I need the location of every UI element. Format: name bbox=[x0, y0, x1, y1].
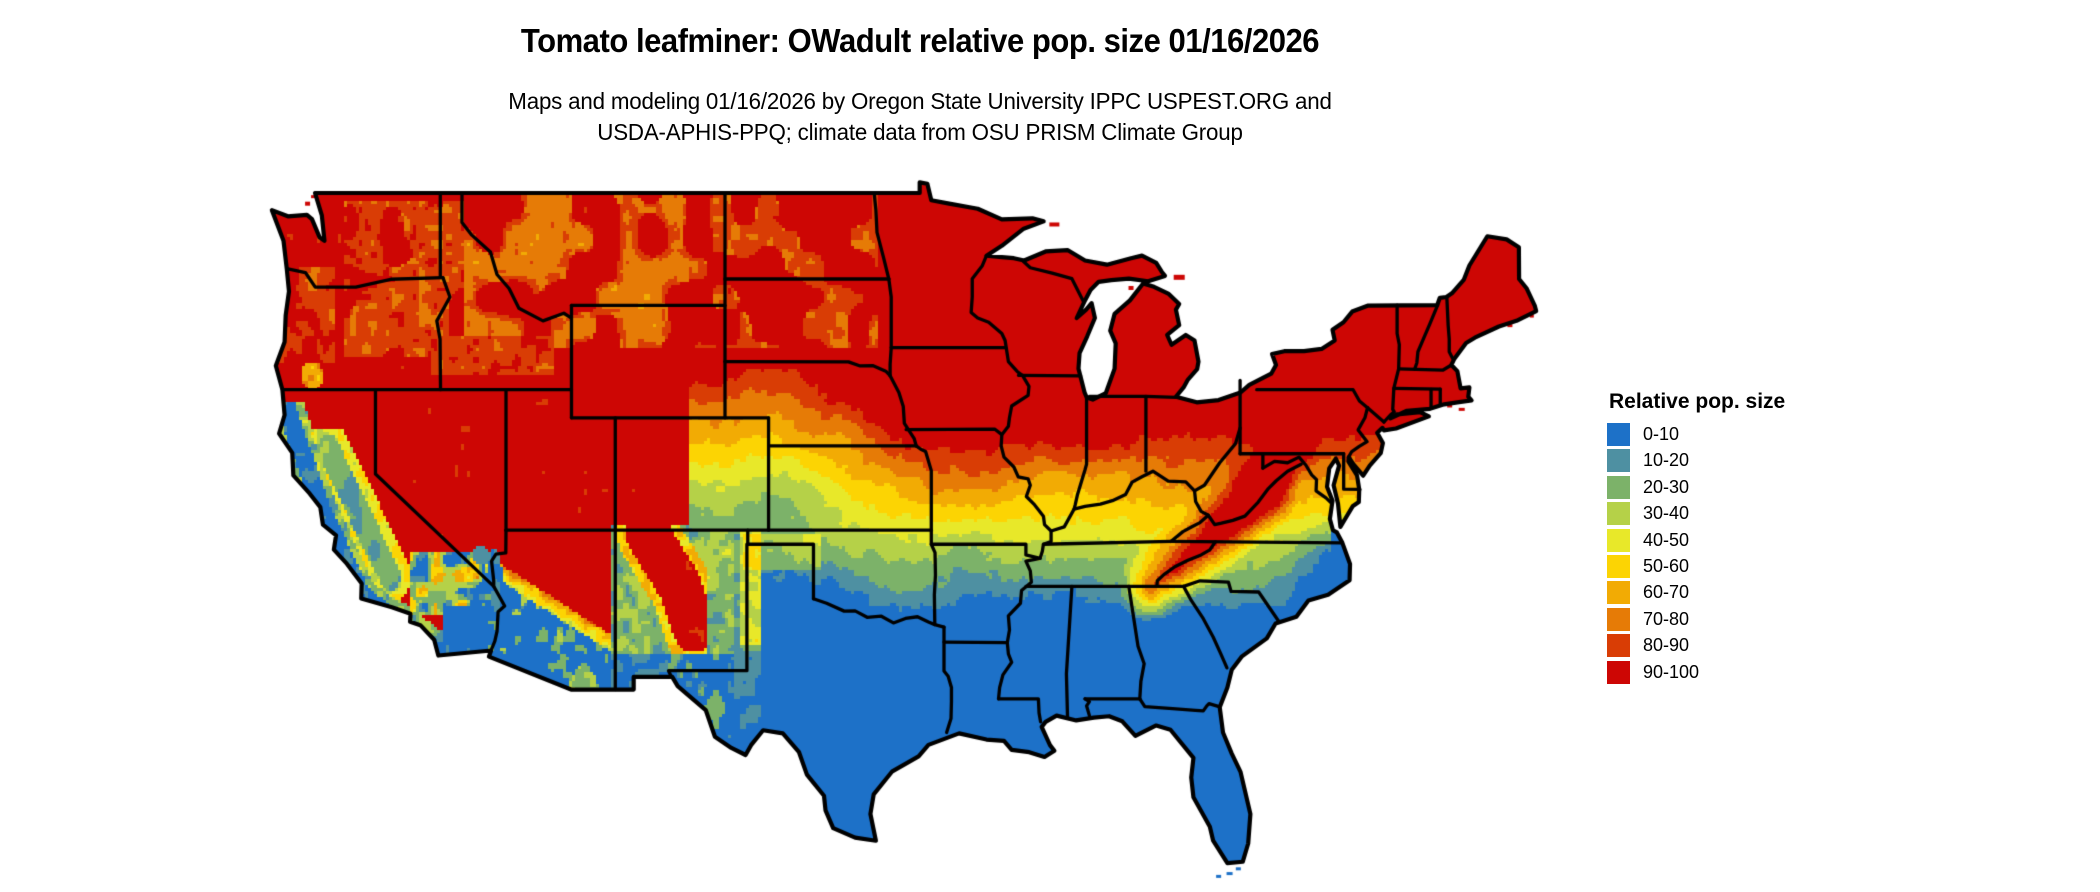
legend-swatch bbox=[1607, 554, 1630, 578]
legend-label: 60-70 bbox=[1643, 582, 1690, 603]
legend-item: 0-10 bbox=[1607, 423, 1837, 446]
legend-item: 80-90 bbox=[1607, 634, 1837, 658]
page-title: Tomato leafminer: OWadult relative pop. … bbox=[520, 22, 1320, 59]
legend-swatch bbox=[1607, 528, 1630, 552]
legend-item: 30-40 bbox=[1607, 502, 1837, 526]
legend-swatch bbox=[1607, 475, 1630, 499]
legend-swatch bbox=[1607, 423, 1630, 446]
legend-swatch bbox=[1607, 581, 1630, 605]
legend-swatch bbox=[1607, 502, 1630, 526]
legend-item: 10-20 bbox=[1607, 449, 1837, 473]
legend-label: 10-20 bbox=[1643, 450, 1690, 471]
legend-label: 30-40 bbox=[1643, 503, 1690, 524]
legend-swatch bbox=[1607, 660, 1630, 684]
legend-label: 70-80 bbox=[1643, 608, 1690, 629]
legend-label: 50-60 bbox=[1643, 555, 1690, 576]
legend-label: 80-90 bbox=[1643, 635, 1690, 656]
subtitle-line-2: USDA-APHIS-PPQ; climate data from OSU PR… bbox=[597, 119, 1243, 145]
legend-swatch bbox=[1607, 449, 1630, 473]
legend-item: 70-80 bbox=[1607, 607, 1837, 631]
legend-label: 20-30 bbox=[1643, 476, 1690, 497]
legend: Relative pop. size 0-10 10-20 20-30 30-40 40… bbox=[1607, 390, 1837, 687]
legend-label: 90-100 bbox=[1643, 661, 1700, 682]
legend-swatch bbox=[1607, 634, 1630, 658]
legend-item: 20-30 bbox=[1607, 475, 1837, 499]
legend-title: Relative pop. size bbox=[1609, 390, 1786, 413]
legend-label: 0-10 bbox=[1643, 424, 1680, 444]
legend-item: 60-70 bbox=[1607, 581, 1837, 605]
legend-label: 40-50 bbox=[1643, 529, 1690, 550]
legend-swatch bbox=[1607, 607, 1630, 631]
legend-items: 0-10 10-20 20-30 30-40 40-50 50-60 60-70 70-80 8… bbox=[1607, 423, 1837, 684]
subtitle-line-1: Maps and modeling 01/16/2026 by Oregon S… bbox=[508, 88, 1332, 114]
us-map-canvas bbox=[230, 150, 1600, 892]
legend-item: 90-100 bbox=[1607, 660, 1837, 684]
legend-item: 50-60 bbox=[1607, 554, 1837, 578]
legend-item: 40-50 bbox=[1607, 528, 1837, 552]
